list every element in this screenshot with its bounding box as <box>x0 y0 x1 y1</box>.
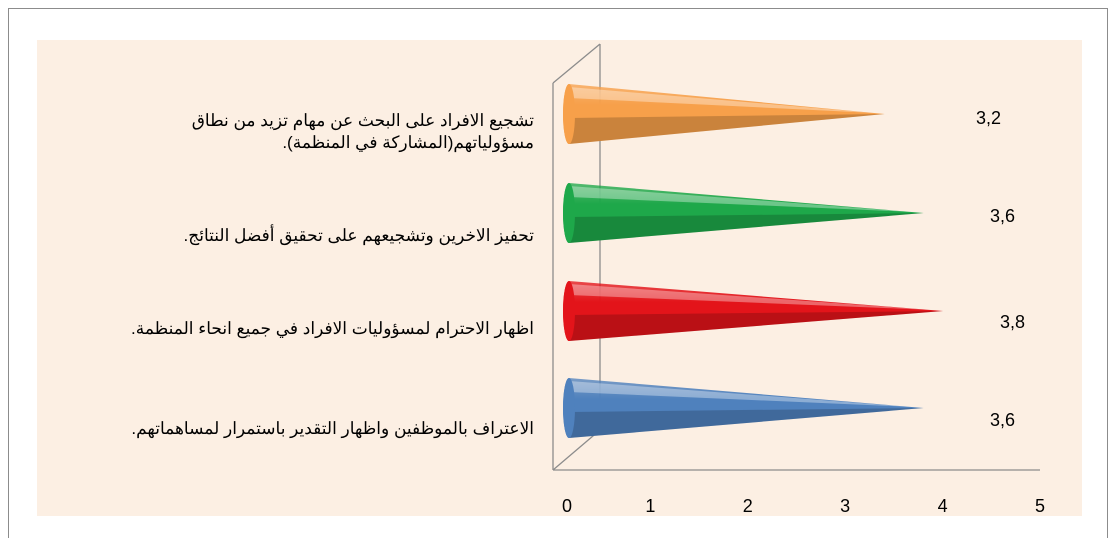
bar-cone-base <box>563 378 575 438</box>
data-value-label: 3,6 <box>990 410 1016 430</box>
x-tick-label: 5 <box>1034 496 1045 516</box>
x-tick-label: 1 <box>645 496 656 516</box>
x-tick-label: 2 <box>742 496 753 516</box>
category-label: تحفيز الاخرين وتشجيعهم على تحقيق أفضل ال… <box>183 226 534 245</box>
category-label: الاعتراف بالموظفين واظهار التقدير باستمر… <box>131 419 534 438</box>
bar-cone-highlight <box>569 284 934 310</box>
chart-bars <box>563 84 944 438</box>
category-label: تشجيع الافراد على البحث عن مهام تزيد من … <box>191 111 534 152</box>
bar-cone <box>563 84 885 144</box>
y-axis-top-connector <box>552 43 601 84</box>
bar-cone-shade <box>569 311 944 341</box>
x-tick-label: 0 <box>561 496 572 516</box>
y-axis-bottom-connector <box>552 429 601 471</box>
bar-cone <box>563 281 944 341</box>
x-tick-label: 4 <box>937 496 948 516</box>
category-label: اظهار الاحترام لمسؤوليات الافراد في جميع… <box>131 319 534 338</box>
bar-cone-highlight <box>569 381 914 407</box>
data-value-label: 3,8 <box>1000 312 1026 332</box>
bar-cone-highlight <box>569 186 914 212</box>
data-value-label: 3,6 <box>990 206 1016 226</box>
bar-cone-highlight <box>569 87 875 113</box>
bar-cone-shade <box>569 213 924 243</box>
bar-cone <box>563 378 924 438</box>
bar-cone-shade <box>569 408 924 438</box>
bar-cone-base <box>563 183 575 243</box>
bar-cone-base <box>563 281 575 341</box>
data-value-label: 3,2 <box>976 108 1002 128</box>
bar-cone <box>563 183 924 243</box>
x-tick-label: 3 <box>840 496 851 516</box>
bar-cone-shade <box>569 114 885 144</box>
bar-cone-base <box>563 84 575 144</box>
plot-area-background <box>37 40 1082 516</box>
